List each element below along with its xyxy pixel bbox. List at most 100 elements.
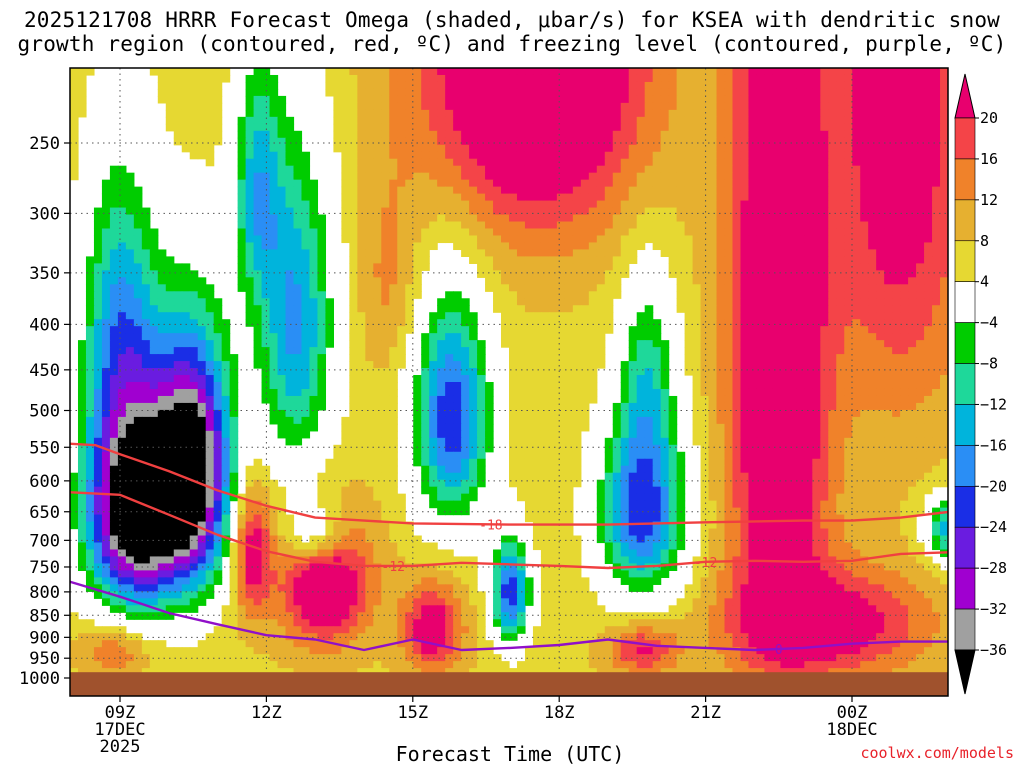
- omega-cell: [676, 193, 686, 202]
- omega-cell: [652, 347, 662, 355]
- omega-cell: [748, 123, 758, 132]
- omega-cell: [740, 137, 750, 146]
- omega-cell: [892, 74, 901, 83]
- omega-cell: [724, 270, 734, 278]
- omega-cell: [636, 340, 646, 348]
- omega-cell: [684, 200, 694, 209]
- omega-cell: [93, 388, 103, 397]
- omega-cell: [556, 221, 566, 230]
- omega-cell: [772, 277, 781, 285]
- omega-cell: [756, 298, 766, 306]
- omega-cell: [820, 298, 829, 306]
- omega-cell: [700, 88, 710, 97]
- omega-cell: [269, 270, 279, 278]
- omega-cell: [612, 88, 622, 97]
- omega-cell: [804, 291, 813, 299]
- omega-cell: [125, 382, 135, 390]
- omega-cell: [397, 326, 406, 334]
- omega-cell: [852, 186, 861, 195]
- omega-cell: [836, 193, 845, 202]
- omega-cell: [812, 151, 821, 160]
- omega-cell: [365, 305, 374, 313]
- omega-cell: [932, 200, 941, 209]
- omega-cell: [317, 221, 327, 230]
- omega-cell: [437, 116, 446, 125]
- omega-cell: [796, 158, 805, 167]
- omega-cell: [349, 437, 358, 446]
- omega-cell: [748, 68, 758, 76]
- omega-cell: [820, 382, 829, 390]
- omega-cell: [309, 179, 319, 188]
- omega-cell: [772, 388, 781, 397]
- omega-cell: [668, 270, 678, 278]
- omega-cell: [413, 235, 422, 244]
- omega-cell: [596, 270, 606, 278]
- omega-cell: [149, 242, 159, 251]
- omega-cell: [788, 347, 797, 355]
- omega-cell: [804, 130, 813, 139]
- omega-cell: [532, 81, 542, 90]
- omega-cell: [676, 305, 686, 313]
- omega-cell: [604, 68, 614, 76]
- omega-cell: [117, 242, 127, 251]
- omega-cell: [293, 382, 303, 390]
- omega-cell: [764, 437, 773, 446]
- omega-cell: [572, 388, 582, 397]
- omega-cell: [117, 368, 127, 376]
- omega-cell: [772, 291, 781, 299]
- omega-cell: [293, 165, 303, 174]
- omega-cell: [309, 340, 319, 348]
- omega-cell: [117, 179, 127, 188]
- omega-cell: [932, 193, 941, 202]
- omega-cell: [453, 109, 462, 118]
- omega-cell: [772, 193, 781, 202]
- omega-cell: [876, 116, 885, 125]
- omega-cell: [660, 102, 670, 111]
- omega-cell: [908, 284, 917, 292]
- omega-cell: [141, 437, 151, 446]
- omega-cell: [109, 319, 119, 327]
- omega-cell: [940, 347, 948, 355]
- omega-cell: [333, 109, 342, 118]
- omega-cell: [908, 214, 917, 223]
- omega-cell: [940, 116, 948, 125]
- omega-cell: [780, 214, 789, 223]
- omega-cell: [540, 68, 550, 76]
- omega-cell: [445, 123, 454, 132]
- omega-cell: [293, 137, 303, 146]
- omega-cell: [916, 235, 925, 244]
- omega-cell: [652, 172, 662, 181]
- omega-cell: [748, 402, 758, 411]
- omega-cell: [868, 123, 877, 132]
- omega-cell: [133, 409, 143, 418]
- omega-cell: [373, 375, 382, 383]
- omega-cell: [580, 423, 590, 432]
- omega-cell: [285, 305, 295, 313]
- omega-cell: [309, 193, 319, 202]
- omega-cell: [812, 158, 821, 167]
- omega-cell: [908, 305, 917, 313]
- omega-cell: [820, 200, 829, 209]
- omega-cell: [596, 123, 606, 132]
- omega-cell: [245, 137, 255, 146]
- omega-cell: [301, 333, 311, 341]
- omega-cell: [309, 319, 319, 327]
- omega-cell: [133, 200, 143, 209]
- omega-cell: [101, 382, 111, 390]
- omega-cell: [445, 382, 454, 390]
- omega-cell: [285, 130, 295, 139]
- omega-cell: [309, 333, 319, 341]
- omega-cell: [141, 319, 151, 327]
- omega-cell: [205, 88, 215, 97]
- omega-cell: [884, 402, 893, 411]
- omega-cell: [509, 116, 518, 125]
- omega-cell: [493, 186, 502, 195]
- omega-cell: [836, 375, 845, 383]
- omega-cell: [844, 395, 853, 404]
- omega-cell: [453, 81, 462, 90]
- omega-cell: [365, 235, 374, 244]
- omega-cell: [932, 68, 941, 76]
- omega-cell: [501, 109, 510, 118]
- omega-cell: [149, 416, 159, 425]
- omega-cell: [708, 319, 718, 327]
